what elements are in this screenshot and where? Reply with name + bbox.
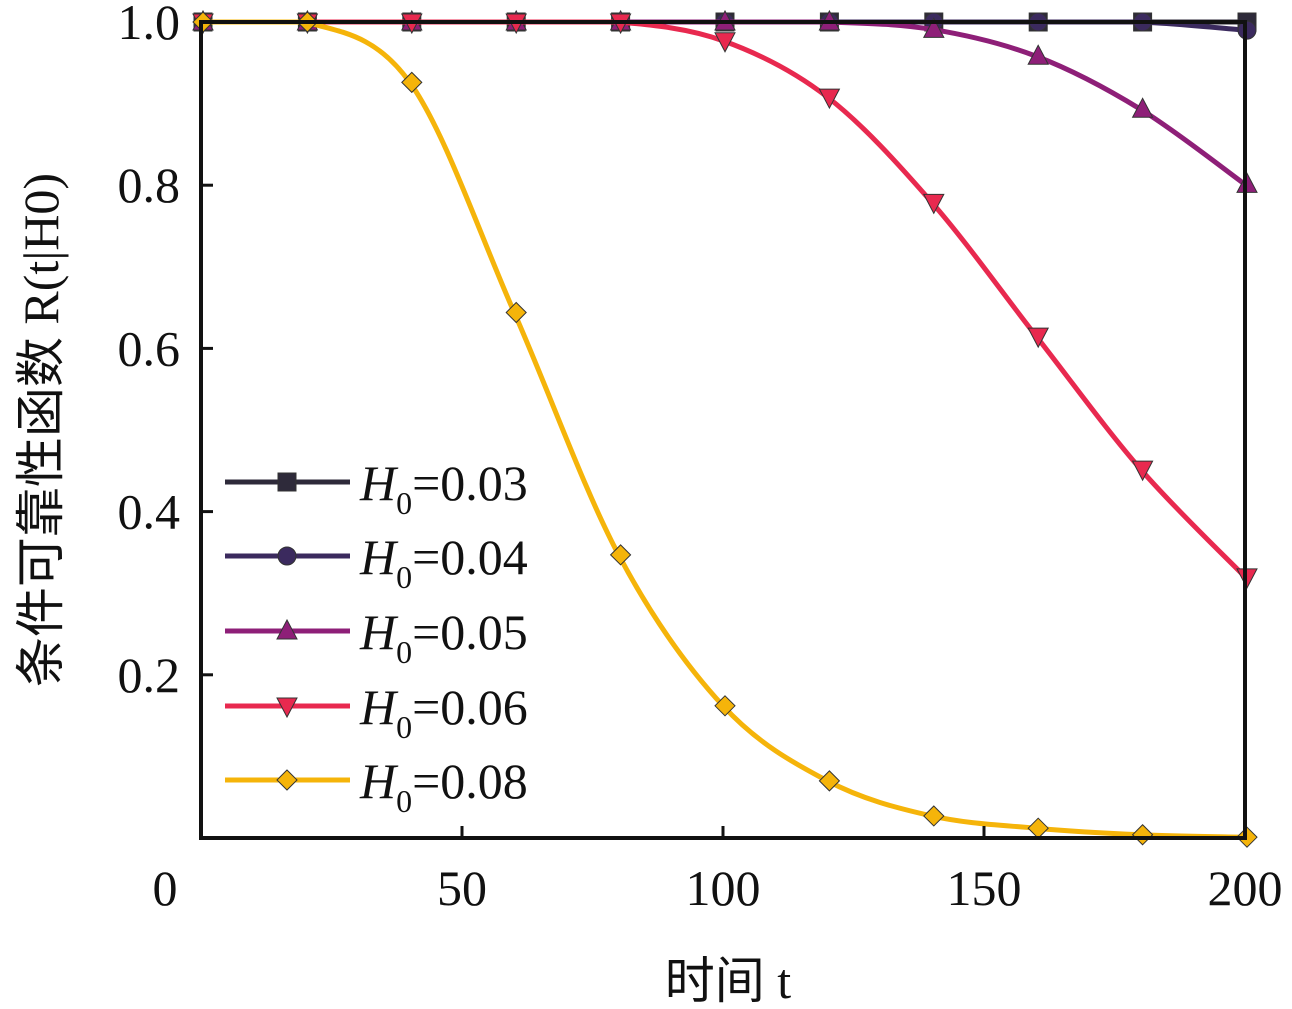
legend-label-main: H [359, 455, 399, 511]
data-point-diamond [1027, 817, 1049, 839]
legend-item: H0=0.03 [225, 455, 528, 521]
y-tick-label: 0.4 [118, 484, 181, 540]
x-tick-label: 0 [153, 860, 178, 916]
x-tick-label: 150 [947, 860, 1022, 916]
legend-label: H0=0.08 [359, 753, 528, 819]
x-tick-label: 100 [686, 860, 761, 916]
data-point-diamond [1131, 824, 1154, 846]
legend-label: H0=0.03 [359, 455, 528, 521]
x-tick-label: 200 [1208, 860, 1283, 916]
legend-label-value: =0.03 [412, 455, 528, 511]
legend-item: H0=0.06 [225, 679, 528, 745]
series-line [200, 19, 1247, 579]
legend-item: H0=0.05 [225, 604, 528, 670]
y-tick-label: 1.0 [118, 0, 181, 50]
data-point-triangle-down [818, 88, 841, 110]
data-point-triangle-down [922, 193, 945, 215]
legend-label-sub: 0 [396, 634, 412, 670]
legend-label-sub: 0 [396, 709, 412, 745]
data-point-diamond [276, 769, 298, 791]
series-line [200, 19, 1246, 840]
legend-label-sub: 0 [396, 559, 412, 595]
ticks-layer: 0 50 100 150 200 0.2 0.4 0.6 0.8 1.0 [118, 0, 1283, 916]
legend-label: H0=0.04 [359, 529, 528, 595]
legend-label-value: =0.08 [412, 753, 528, 809]
data-point-diamond [505, 301, 527, 324]
series-H0=0.08 [192, 11, 1258, 848]
legend-label-main: H [359, 679, 399, 735]
legend-label-value: =0.06 [412, 679, 528, 735]
data-point-diamond [609, 544, 632, 566]
data-point-diamond [923, 805, 945, 827]
data-point-triangle-down [1131, 460, 1154, 482]
data-point-triangle-up [922, 17, 945, 38]
data-point-circle [277, 546, 297, 566]
data-point-diamond [818, 770, 841, 792]
legend-label-main: H [359, 604, 399, 660]
x-tick-label: 50 [437, 860, 487, 916]
legend-label-sub: 0 [396, 485, 412, 521]
legend-label-main: H [359, 753, 399, 809]
y-axis-label: 条件可靠性函数 R(t|H0) [13, 173, 69, 687]
y-tick-label: 0.2 [118, 647, 181, 703]
legend-label-main: H [359, 529, 399, 585]
y-tick-label: 0.8 [118, 157, 181, 213]
data-point-triangle-up [1131, 97, 1154, 118]
legend-label: H0=0.06 [359, 679, 528, 745]
series-H0=0.06 [192, 13, 1258, 589]
data-point-triangle-down [1027, 327, 1050, 349]
legend-label-value: =0.05 [412, 604, 528, 660]
legend-item: H0=0.04 [225, 529, 528, 595]
legend-item: H0=0.08 [225, 753, 528, 819]
x-axis-label: 时间 t [665, 953, 791, 1009]
y-tick-label: 0.6 [118, 320, 181, 376]
legend-label-sub: 0 [396, 783, 412, 819]
plot-frame [199, 20, 1247, 840]
data-point-triangle-down [714, 32, 736, 53]
data-point-triangle-down [276, 697, 298, 719]
legend-label-value: =0.04 [412, 529, 528, 585]
data-point-diamond [714, 695, 736, 717]
series-layer [192, 9, 1258, 848]
legend-label: H0=0.05 [359, 604, 528, 670]
data-point-square [277, 472, 297, 492]
data-point-triangle-up [276, 618, 298, 640]
data-point-diamond [401, 71, 423, 94]
data-point-triangle-up [1027, 44, 1050, 65]
